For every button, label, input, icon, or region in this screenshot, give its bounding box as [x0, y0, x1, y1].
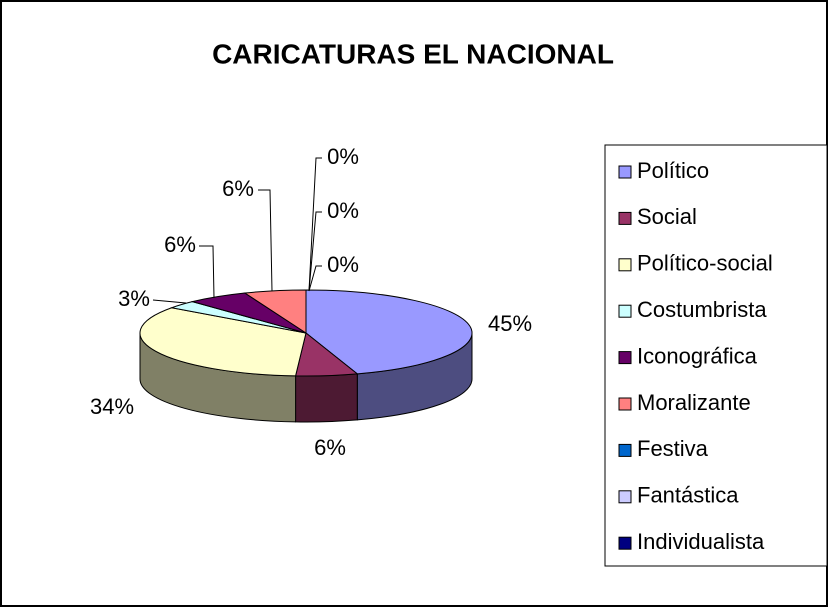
- legend-label: Festiva: [637, 436, 709, 461]
- data-label: 6%: [314, 435, 346, 460]
- leader-line: [308, 211, 322, 292]
- data-label: 0%: [327, 144, 359, 169]
- data-label: 0%: [327, 198, 359, 223]
- legend-label: Político-social: [637, 251, 773, 276]
- legend-label: Costumbrista: [637, 297, 767, 322]
- legend-swatch: [618, 443, 632, 457]
- data-label: 6%: [164, 232, 196, 257]
- legend-swatch: [618, 490, 632, 504]
- leader-line: [258, 189, 273, 292]
- legend-label: Político: [637, 158, 709, 183]
- legend-swatch: [618, 351, 632, 365]
- data-label: 6%: [222, 176, 254, 201]
- legend-label: Fantástica: [637, 483, 739, 508]
- legend-swatch: [618, 397, 632, 411]
- leader-line: [308, 157, 322, 292]
- chart-title: CARICATURAS EL NACIONAL: [212, 38, 614, 69]
- legend-label: Social: [637, 204, 697, 229]
- slice: [305, 289, 473, 375]
- legend-label: Individualista: [637, 529, 765, 554]
- leader-line: [199, 245, 215, 299]
- legend-swatch: [618, 211, 632, 225]
- slice: [139, 307, 307, 377]
- legend-swatch: [618, 536, 632, 550]
- slice: [243, 289, 307, 334]
- legend-swatch: [618, 304, 632, 318]
- leader-line: [308, 265, 322, 292]
- legend-box: [604, 144, 828, 567]
- legend-label: Iconográfica: [637, 343, 758, 368]
- legend-label: Moralizante: [637, 390, 751, 415]
- legend-swatch: [618, 258, 632, 272]
- data-label: 0%: [327, 252, 359, 277]
- legend-swatch: [618, 165, 632, 179]
- leader-line: [152, 299, 187, 304]
- data-label: 45%: [488, 311, 532, 336]
- data-label: 3%: [118, 286, 150, 311]
- data-label: 34%: [90, 394, 134, 419]
- slice-side: [295, 373, 358, 423]
